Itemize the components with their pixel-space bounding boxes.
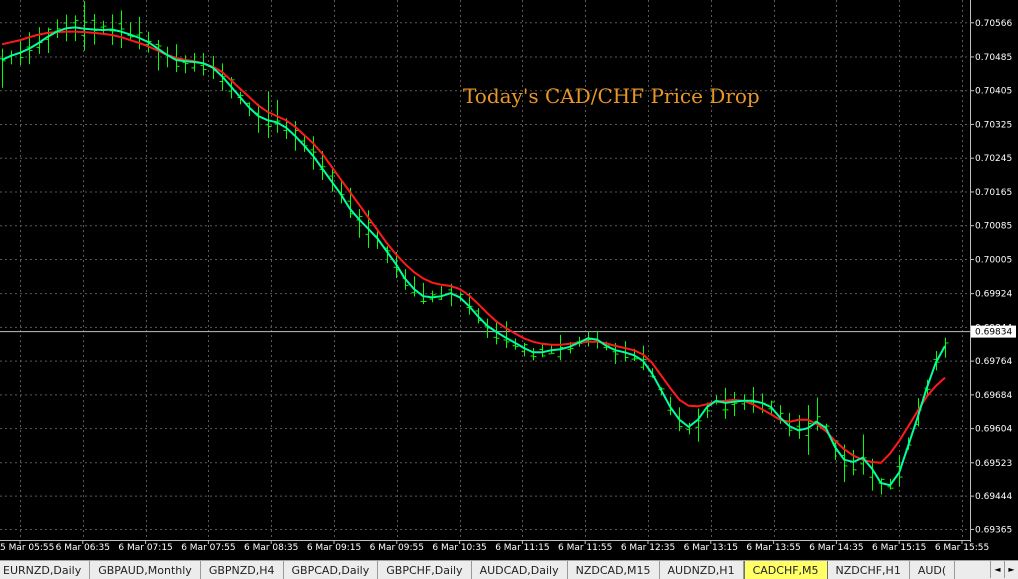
tab-gbpcad-daily[interactable]: GBPCAD,Daily [284,561,379,579]
y-tick-label: 0.69684 [975,391,1012,401]
y-tick-label: 0.70245 [975,154,1012,164]
x-tick-label: 6 Mar 13:15 [684,543,738,553]
y-tick-label: 0.69365 [975,525,1012,535]
x-tick-label: 6 Mar 12:35 [621,543,675,553]
symbol-tab-bar: EURNZD,Daily GBPAUD,Monthly GBPNZD,H4 GBPCA… [0,560,1018,579]
y-tick-label: 0.69523 [975,459,1012,469]
y-tick-label: 0.69924 [975,290,1012,300]
x-tick-label: 6 Mar 13:55 [746,543,800,553]
x-tick-label: 6 Mar 10:35 [432,543,486,553]
tab-audnzd-h1[interactable]: AUDNZD,H1 [660,561,744,579]
x-tick-label: 6 Mar 08:35 [244,543,298,553]
ma-fast-line [1,26,946,487]
x-tick-label: 6 Mar 07:15 [118,543,172,553]
y-tick-label: 0.69604 [975,425,1012,435]
tab-gbpchf-daily[interactable]: GBPCHF,Daily [378,561,472,579]
x-tick-label: 6 Mar 15:15 [872,543,926,553]
tab-gbpnzd-h4[interactable]: GBPNZD,H4 [201,561,284,579]
x-tick-label: 5 Mar 05:55 [0,543,54,553]
x-tick-label: 6 Mar 09:15 [307,543,361,553]
y-tick-label: 0.70566 [975,19,1012,29]
ma-slow-line [1,30,946,464]
tab-nzdcad-m15[interactable]: NZDCAD,M15 [568,561,660,579]
current-price-label: 0.69834 [975,328,1012,338]
x-tick-label: 6 Mar 11:55 [558,543,612,553]
tab-scroll-controls: ◄ ► [990,561,1018,579]
y-tick-label: 0.70005 [975,255,1012,265]
tab-cadchf-m5[interactable]: CADCHF,M5 [743,561,828,579]
x-tick-label: 6 Mar 15:55 [935,543,989,553]
y-tick-label: 0.70405 [975,87,1012,97]
x-tick-label: 6 Mar 11:15 [495,543,549,553]
current-price-box [971,325,1016,338]
y-tick-label: 0.69764 [975,357,1012,367]
x-tick-label: 6 Mar 06:35 [56,543,110,553]
y-tick-label: 0.70085 [975,222,1012,232]
y-tick-label: 0.70165 [975,188,1012,198]
x-tick-label: 6 Mar 14:35 [809,543,863,553]
scroll-left-icon[interactable]: ◄ [990,561,1004,578]
x-tick-label: 6 Mar 07:55 [181,543,235,553]
chart-area[interactable]: 0.70566 0.70485 0.70405 0.70325 0.70245 0.701… [0,0,1018,560]
y-tick-label: 0.70325 [975,120,1012,130]
x-tick-label: 6 Mar 09:55 [370,543,424,553]
scroll-right-icon[interactable]: ► [1004,561,1018,578]
y-tick-label: 0.70485 [975,53,1012,63]
tab-audcad-daily[interactable]: AUDCAD,Daily [472,561,568,579]
tab-gbpaud-monthly[interactable]: GBPAUD,Monthly [90,561,201,579]
tab-nzdchf-h1[interactable]: NZDCHF,H1 [828,561,910,579]
y-tick-label: 0.69444 [975,492,1012,502]
tab-aud[interactable]: AUD( [910,561,956,579]
chart-title: Today's CAD/CHF Price Drop [463,84,760,108]
tabs-container: EURNZD,Daily GBPAUD,Monthly GBPNZD,H4 GBPCA… [0,561,956,579]
tab-eurnzd-daily[interactable]: EURNZD,Daily [0,561,91,579]
price-chart[interactable]: 0.70566 0.70485 0.70405 0.70325 0.70245 0.701… [0,0,1018,560]
